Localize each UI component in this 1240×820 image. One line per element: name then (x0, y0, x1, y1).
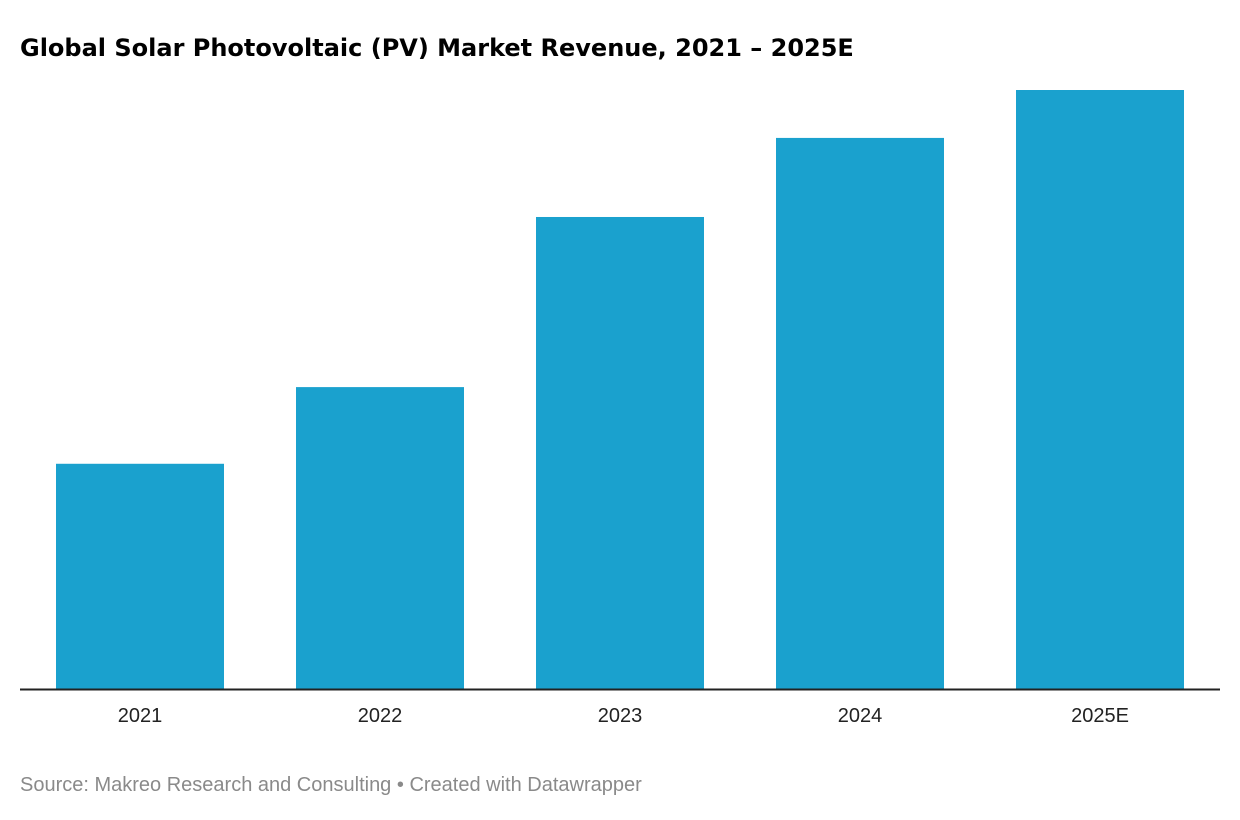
x-tick-label: 2025E (1071, 705, 1129, 727)
source-text: Source: Makreo Research and Consulting (20, 774, 392, 796)
x-tick-label: 2024 (838, 705, 883, 727)
footer-separator: • (391, 774, 410, 796)
chart-title: Global Solar Photovoltaic (PV) Market Re… (20, 34, 854, 62)
bar-2025E (1016, 90, 1184, 689)
x-tick-label: 2021 (118, 705, 163, 727)
bar-2021 (56, 463, 224, 689)
bar-2024 (776, 137, 944, 690)
x-tick-label: 2022 (358, 705, 403, 727)
bar-2022 (296, 387, 464, 689)
x-tick-label: 2023 (598, 705, 643, 727)
datawrapper-credit-link[interactable]: Created with Datawrapper (409, 774, 642, 796)
bar-2023 (536, 216, 704, 689)
chart-footer: Source: Makreo Research and Consulting •… (20, 774, 642, 797)
